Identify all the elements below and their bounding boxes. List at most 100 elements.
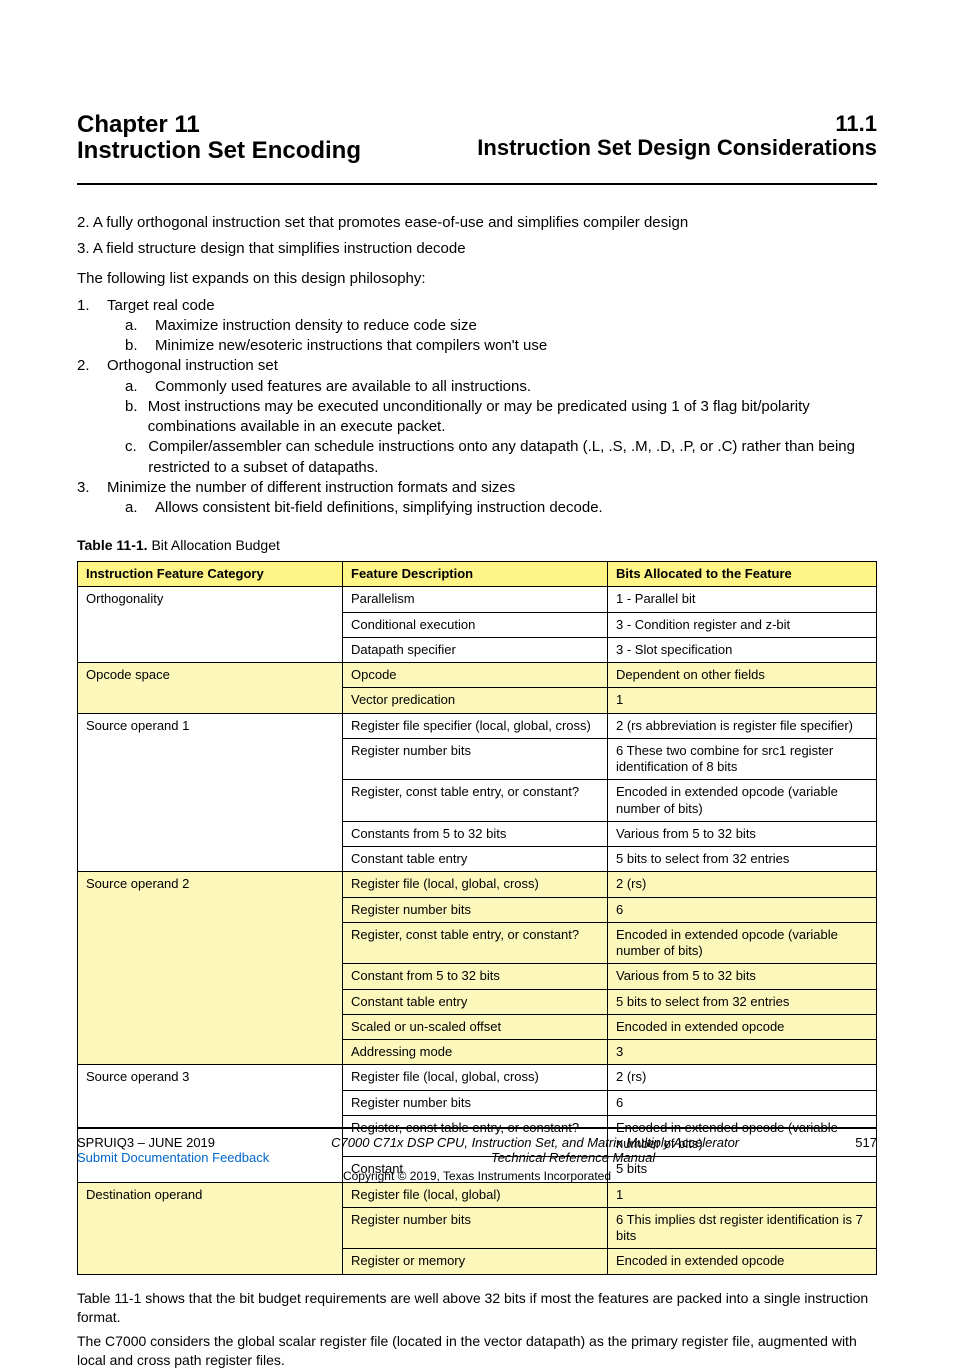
table-row: Destination operandRegister file (local,…	[78, 1182, 877, 1207]
after-p2: The C7000 considers the global scalar re…	[77, 1332, 877, 1370]
cell-feature: Vector predication	[343, 688, 608, 713]
table-caption: Table 11-1. Bit Allocation Budget	[77, 536, 877, 555]
cell-bits: 6	[608, 897, 877, 922]
cell-feature: Opcode	[343, 663, 608, 688]
cell-feature: Constants from 5 to 32 bits	[343, 821, 608, 846]
outline-text: Allows consistent bit-field definitions,…	[155, 498, 603, 518]
footer-page-number: 517	[855, 1135, 877, 1150]
cell-feature: Register, const table entry, or constant…	[343, 922, 608, 964]
table-row: Source operand 3Register file (local, gl…	[78, 1065, 877, 1090]
footer-line-2: Submit Documentation Feedback Technical …	[77, 1150, 877, 1165]
cell-bits: 2 (rs)	[608, 1065, 877, 1090]
outline-num: b.	[125, 397, 148, 438]
outline-3a: a. Allows consistent bit-field definitio…	[125, 498, 877, 518]
cell-feature: Datapath specifier	[343, 637, 608, 662]
cell-feature: Register file (local, global, cross)	[343, 872, 608, 897]
col-header-category: Instruction Feature Category	[78, 562, 343, 587]
cell-feature: Register, const table entry, or constant…	[343, 780, 608, 822]
footer-left: SPRUIQ3 – JUNE 2019	[77, 1135, 215, 1150]
cell-bits: 5 bits to select from 32 entries	[608, 847, 877, 872]
cell-bits: Encoded in extended opcode (variable num…	[608, 780, 877, 822]
cell-feature: Register number bits	[343, 1207, 608, 1249]
cell-feature: Parallelism	[343, 587, 608, 612]
outline-num: a.	[125, 316, 155, 336]
outline-1: 1. Target real code	[77, 296, 877, 316]
cell-feature: Register file (local, global)	[343, 1182, 608, 1207]
chapter-title: Instruction Set Encoding	[77, 138, 361, 164]
outline-1b: b. Minimize new/esoteric instructions th…	[125, 336, 877, 356]
cell-bits: 6 These two combine for src1 register id…	[608, 738, 877, 780]
outline-num: a.	[125, 377, 155, 397]
outline-num: c.	[125, 437, 148, 478]
table-row: Source operand 2Register file (local, gl…	[78, 872, 877, 897]
col-header-bits: Bits Allocated to the Feature	[608, 562, 877, 587]
footer-doc-type: Technical Reference Manual	[491, 1150, 655, 1165]
cell-bits: 1	[608, 1182, 877, 1207]
outline-text: Commonly used features are available to …	[155, 377, 531, 397]
cell-category: Orthogonality	[78, 587, 343, 663]
cell-feature: Conditional execution	[343, 612, 608, 637]
cell-feature: Constant from 5 to 32 bits	[343, 964, 608, 989]
cell-bits: Encoded in extended opcode	[608, 1249, 877, 1274]
cell-feature: Addressing mode	[343, 1040, 608, 1065]
page-footer: SPRUIQ3 – JUNE 2019 C7000 C71x DSP CPU, …	[77, 1127, 877, 1183]
outline-num: 2.	[77, 356, 107, 376]
caption-label: Table 11-1.	[77, 537, 148, 553]
outline-text: Target real code	[107, 296, 215, 316]
cell-feature: Scaled or un-scaled offset	[343, 1014, 608, 1039]
col-header-feature: Feature Description	[343, 562, 608, 587]
section-title: Instruction Set Design Considerations	[477, 136, 877, 160]
cell-bits: 1	[608, 688, 877, 713]
cell-feature: Register number bits	[343, 738, 608, 780]
cell-bits: Various from 5 to 32 bits	[608, 821, 877, 846]
outline-text: Minimize new/esoteric instructions that …	[155, 336, 547, 356]
cell-bits: 2 (rs abbreviation is register file spec…	[608, 713, 877, 738]
cell-bits: 6 This implies dst register identificati…	[608, 1207, 877, 1249]
cell-feature: Register or memory	[343, 1249, 608, 1274]
table-row: Opcode spaceOpcodeDependent on other fie…	[78, 663, 877, 688]
cell-feature: Constant table entry	[343, 989, 608, 1014]
cell-bits: 2 (rs)	[608, 872, 877, 897]
cell-category: Source operand 1	[78, 713, 343, 872]
outline-num: a.	[125, 498, 155, 518]
cell-feature: Register number bits	[343, 1090, 608, 1115]
after-table-text: Table 11-1 shows that the bit budget req…	[77, 1289, 877, 1370]
table-header-row: Instruction Feature Category Feature Des…	[78, 562, 877, 587]
section-number: 11.1	[477, 112, 877, 136]
footer-mid: C7000 C71x DSP CPU, Instruction Set, and…	[331, 1135, 739, 1150]
footer-feedback-link[interactable]: Submit Documentation Feedback	[77, 1150, 269, 1165]
cell-bits: 3 - Slot specification	[608, 637, 877, 662]
caption-text: Bit Allocation Budget	[151, 537, 279, 553]
after-p1: Table 11-1 shows that the bit budget req…	[77, 1289, 877, 1327]
cell-bits: Dependent on other fields	[608, 663, 877, 688]
outline-num: b.	[125, 336, 155, 356]
chapter-number: Chapter 11	[77, 112, 361, 138]
cell-bits: 1 - Parallel bit	[608, 587, 877, 612]
intro-item-2: 2. A fully orthogonal instruction set th…	[77, 213, 877, 233]
footer-rule	[77, 1127, 877, 1129]
outline-heading: The following list expands on this desig…	[77, 269, 877, 289]
outline-num: 1.	[77, 296, 107, 316]
cell-bits: 3 - Condition register and z-bit	[608, 612, 877, 637]
outline-text: Orthogonal instruction set	[107, 356, 278, 376]
table-row: OrthogonalityParallelism1 - Parallel bit	[78, 587, 877, 612]
cell-feature: Register file specifier (local, global, …	[343, 713, 608, 738]
page-header: Chapter 11 Instruction Set Encoding 11.1…	[77, 0, 877, 165]
outline-text: Minimize the number of different instruc…	[107, 478, 515, 498]
outline-3: 3. Minimize the number of different inst…	[77, 478, 877, 498]
outline-2a: a. Commonly used features are available …	[125, 377, 877, 397]
body-text: 2. A fully orthogonal instruction set th…	[77, 185, 877, 1370]
outline-2c: c. Compiler/assembler can schedule instr…	[125, 437, 877, 478]
cell-feature: Register file (local, global, cross)	[343, 1065, 608, 1090]
outline-2: 2. Orthogonal instruction set	[77, 356, 877, 376]
cell-feature: Constant table entry	[343, 847, 608, 872]
header-right: 11.1 Instruction Set Design Consideratio…	[477, 112, 877, 160]
outline-num: 3.	[77, 478, 107, 498]
outline-text: Compiler/assembler can schedule instruct…	[148, 437, 877, 478]
outline-text: Most instructions may be executed uncond…	[148, 397, 877, 438]
cell-bits: 3	[608, 1040, 877, 1065]
cell-bits: Encoded in extended opcode	[608, 1014, 877, 1039]
footer-line-1: SPRUIQ3 – JUNE 2019 C7000 C71x DSP CPU, …	[77, 1135, 877, 1150]
footer-copyright: Copyright © 2019, Texas Instruments Inco…	[77, 1169, 877, 1183]
cell-category: Opcode space	[78, 663, 343, 714]
